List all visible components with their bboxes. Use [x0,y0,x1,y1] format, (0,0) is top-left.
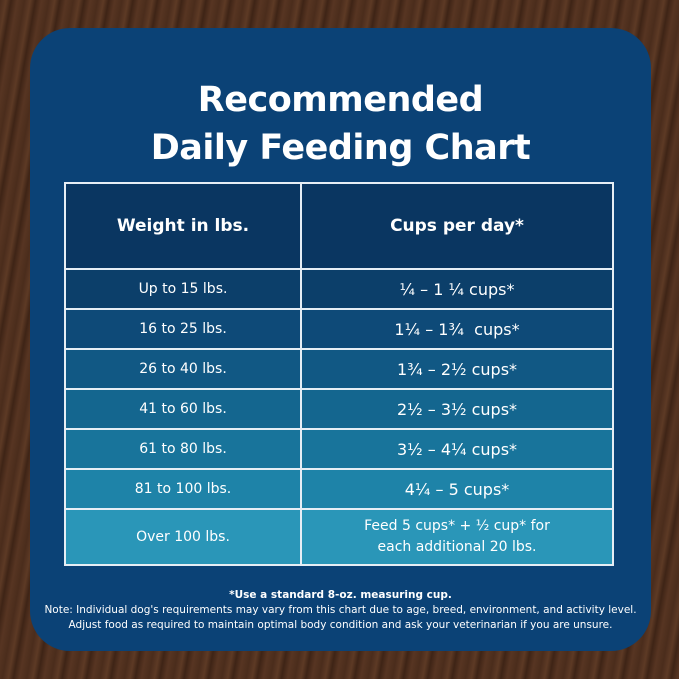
cups-cell: ¼ – 1 ¼ cups* [300,268,614,310]
cups-cell: 3½ – 4¼ cups* [300,428,614,470]
cups-cell: 1¾ – 2½ cups* [300,348,614,390]
table-row: 61 to 80 lbs. 3½ – 4¼ cups* [64,428,614,470]
table-row: 41 to 60 lbs. 2½ – 3½ cups* [64,388,614,430]
footnote: *Use a standard 8-oz. measuring cup. [229,589,452,601]
table-row: Up to 15 lbs. ¼ – 1 ¼ cups* [64,268,614,310]
cups-cell: 4¼ – 5 cups* [300,468,614,510]
feeding-table: Weight in lbs. Cups per day* Up to 15 lb… [64,182,614,566]
weight-cell: 61 to 80 lbs. [64,428,302,470]
weight-cell: Over 100 lbs. [64,508,302,566]
weight-cell: 41 to 60 lbs. [64,388,302,430]
chart-title: Recommended Daily Feeding Chart [30,76,651,172]
weight-cell: 81 to 100 lbs. [64,468,302,510]
table-row: 16 to 25 lbs. 1¼ – 1¾ cups* [64,308,614,350]
title-line-1: Recommended [197,80,484,120]
feeding-chart-card: Recommended Daily Feeding Chart Weight i… [30,28,651,651]
title-line-2: Daily Feeding Chart [150,128,531,168]
cups-line-2: each additional 20 lbs. [377,539,537,555]
header-weight: Weight in lbs. [64,182,302,270]
note-line-2: Adjust food as required to maintain opti… [68,619,613,631]
table-row: 26 to 40 lbs. 1¾ – 2½ cups* [64,348,614,390]
cups-cell: 2½ – 3½ cups* [300,388,614,430]
notes: *Use a standard 8-oz. measuring cup. Not… [30,588,651,633]
cups-cell: Feed 5 cups* + ½ cup* for each additional… [300,508,614,566]
cups-cell: 1¼ – 1¾ cups* [300,308,614,350]
header-row: Weight in lbs. Cups per day* [64,182,614,270]
weight-cell: Up to 15 lbs. [64,268,302,310]
table-row: Over 100 lbs. Feed 5 cups* + ½ cup* for ea… [64,508,614,566]
cups-line-1: Feed 5 cups* + ½ cup* for [364,518,550,534]
weight-cell: 26 to 40 lbs. [64,348,302,390]
table-row: 81 to 100 lbs. 4¼ – 5 cups* [64,468,614,510]
note-line-1: Note: Individual dog's requirements may … [44,604,637,616]
header-cups: Cups per day* [300,182,614,270]
weight-cell: 16 to 25 lbs. [64,308,302,350]
